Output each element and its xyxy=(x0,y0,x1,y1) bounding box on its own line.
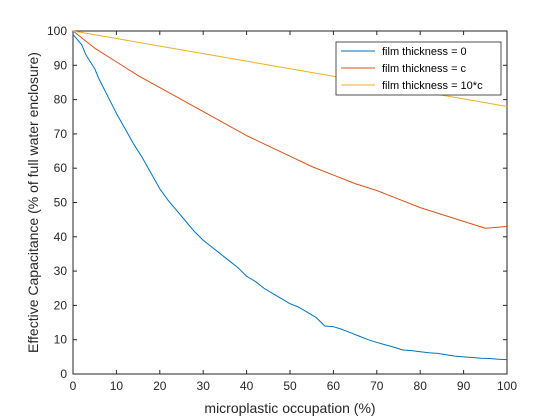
x-tick-label: 70 xyxy=(370,379,384,393)
legend-label-1: film thickness = c xyxy=(382,63,467,75)
x-tick-label: 10 xyxy=(110,379,124,393)
y-tick-label: 100 xyxy=(47,24,67,38)
y-tick-label: 40 xyxy=(54,230,68,244)
x-tick-label: 20 xyxy=(153,379,167,393)
x-tick-label: 60 xyxy=(327,379,341,393)
legend: film thickness = 0 film thickness = c fi… xyxy=(335,41,502,96)
legend-label-2: film thickness = 10*c xyxy=(382,80,483,92)
x-tick-label: 100 xyxy=(497,379,517,393)
x-tick-label: 90 xyxy=(457,379,471,393)
x-axis-label: microplastic occupation (%) xyxy=(204,400,375,416)
y-tick-label: 10 xyxy=(54,333,68,347)
x-tick-label: 40 xyxy=(240,379,254,393)
y-axis-label: Effective Capacitance (% of full water e… xyxy=(25,52,41,353)
axis-ticks: 0 10 20 30 40 50 60 70 80 90 100 0 10 20 30 40 50 60 70 80 9… xyxy=(47,24,517,393)
series-line-0 xyxy=(72,34,508,361)
x-tick-label: 50 xyxy=(283,379,297,393)
legend-label-0: film thickness = 0 xyxy=(382,46,467,58)
y-tick-label: 80 xyxy=(54,93,68,107)
x-tick-label: 30 xyxy=(197,379,211,393)
y-tick-label: 0 xyxy=(60,367,67,381)
x-tick-label: 0 xyxy=(70,379,77,393)
y-tick-label: 20 xyxy=(54,298,68,312)
y-tick-label: 30 xyxy=(54,264,68,278)
y-tick-label: 70 xyxy=(54,127,68,141)
series-line-1 xyxy=(72,30,508,229)
y-tick-label: 60 xyxy=(54,161,68,175)
y-tick-label: 90 xyxy=(54,58,68,72)
x-tick-label: 80 xyxy=(414,379,428,393)
y-tick-label: 50 xyxy=(54,196,68,210)
